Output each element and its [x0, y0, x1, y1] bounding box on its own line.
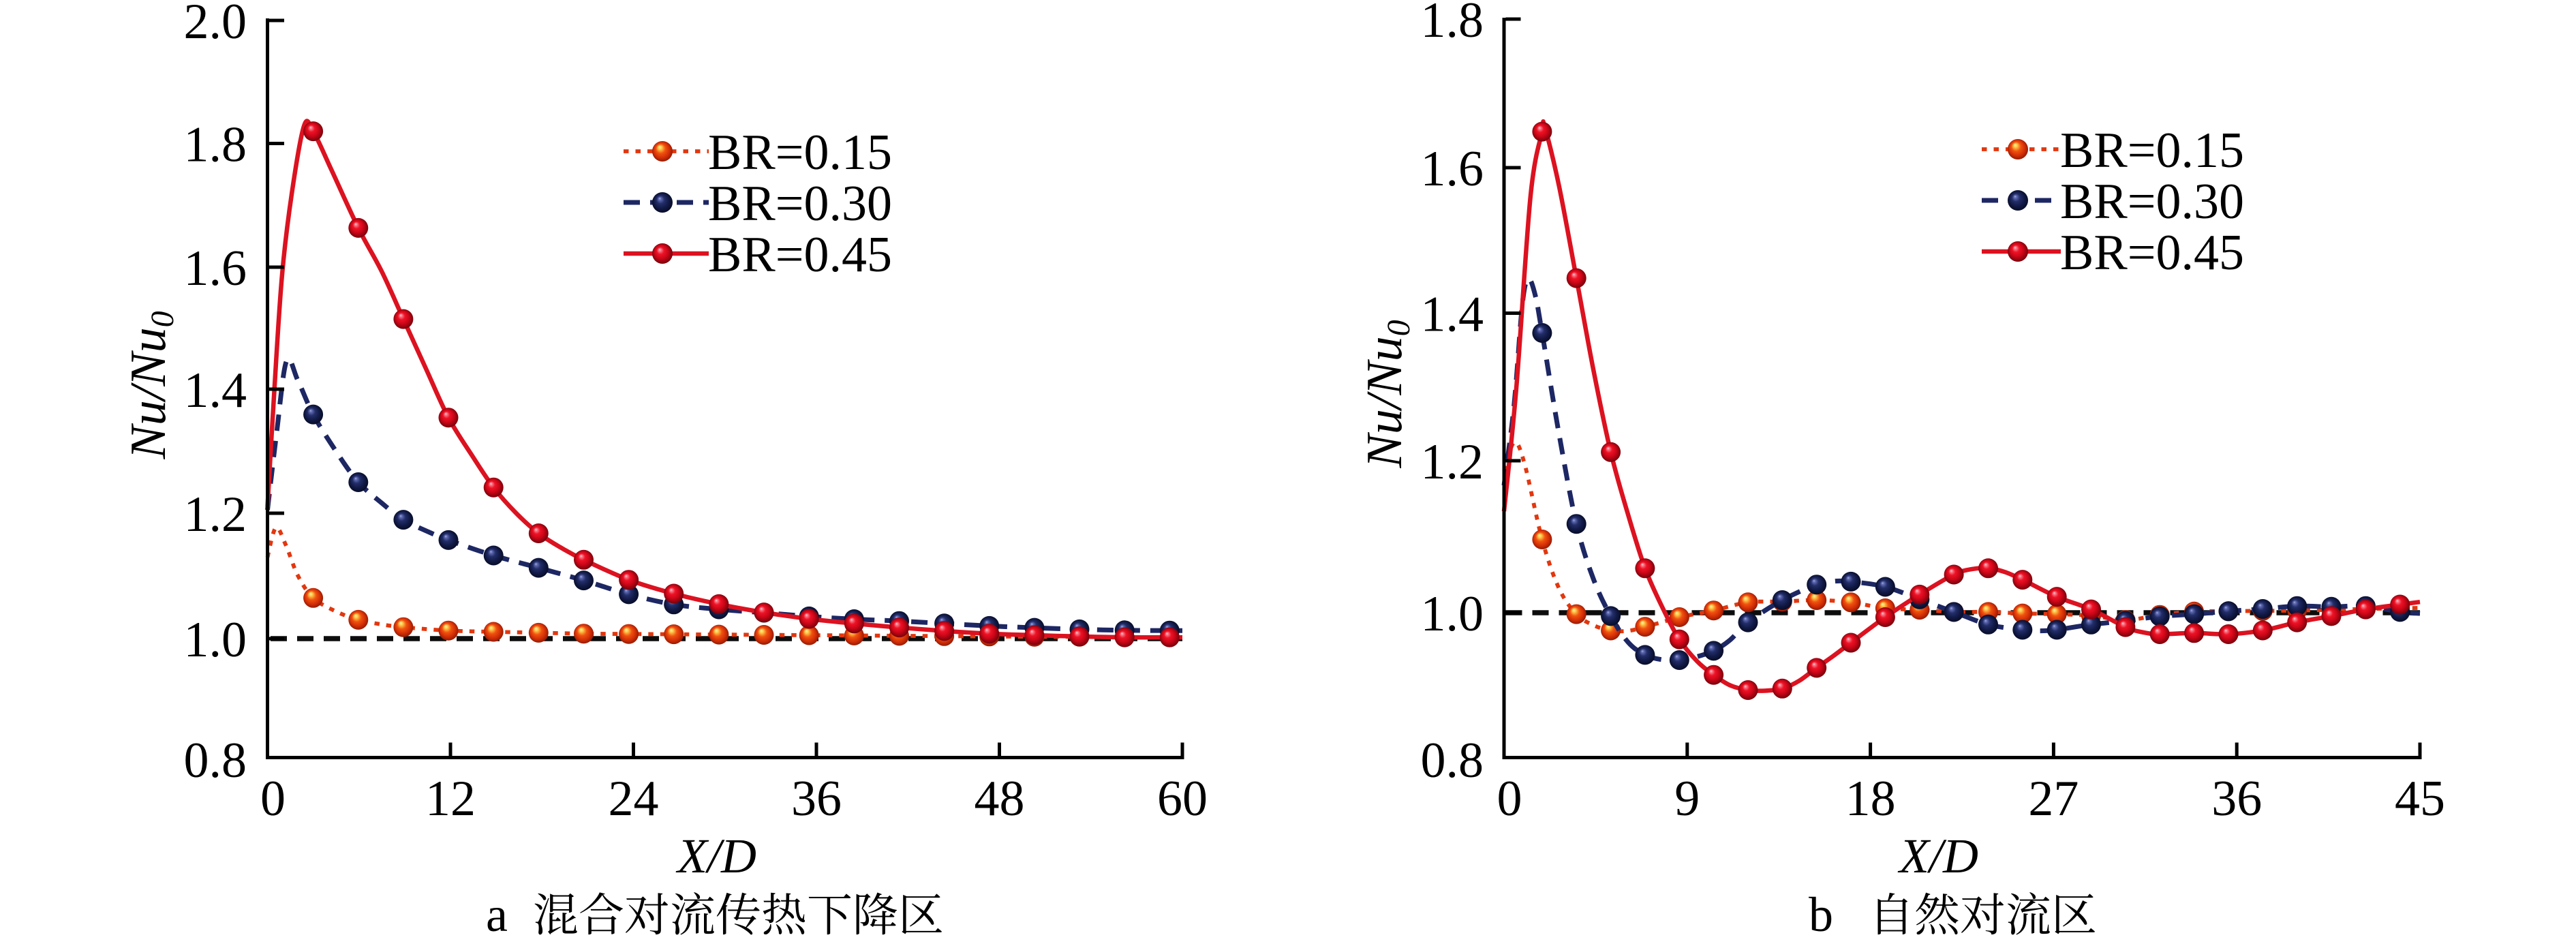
svg-text:BR=0.45: BR=0.45	[708, 227, 892, 283]
svg-text:18: 18	[1845, 771, 1896, 827]
svg-text:2.0: 2.0	[184, 0, 247, 50]
svg-text:0.8: 0.8	[1421, 733, 1484, 789]
svg-text:24: 24	[609, 771, 659, 827]
svg-text:X/D: X/D	[1897, 829, 1978, 883]
svg-text:1.6: 1.6	[1421, 141, 1484, 197]
svg-text:BR=0.30: BR=0.30	[708, 176, 892, 232]
svg-text:X/D: X/D	[675, 829, 756, 883]
svg-text:0: 0	[260, 771, 286, 827]
svg-text:1.8: 1.8	[184, 117, 247, 173]
svg-text:a: a	[486, 887, 508, 942]
svg-text:1.2: 1.2	[1421, 434, 1484, 490]
svg-text:BR=0.45: BR=0.45	[2060, 225, 2244, 281]
svg-text:Nu/Nu0: Nu/Nu0	[1357, 320, 1417, 468]
svg-text:BR=0.15: BR=0.15	[708, 125, 892, 181]
svg-text:36: 36	[791, 771, 842, 827]
svg-text:0: 0	[1497, 771, 1522, 827]
svg-text:1.0: 1.0	[184, 612, 247, 668]
svg-text:60: 60	[1157, 771, 1208, 827]
svg-text:1.6: 1.6	[184, 241, 247, 296]
svg-text:48: 48	[975, 771, 1025, 827]
svg-text:1.8: 1.8	[1421, 0, 1484, 48]
svg-text:Nu/Nu0: Nu/Nu0	[121, 311, 181, 459]
svg-text:36: 36	[2211, 771, 2262, 827]
svg-text:BR=0.15: BR=0.15	[2060, 123, 2244, 179]
svg-text:1.2: 1.2	[184, 487, 247, 543]
svg-text:45: 45	[2395, 771, 2445, 827]
svg-text:BR=0.30: BR=0.30	[2060, 174, 2244, 230]
svg-text:b: b	[1809, 887, 1833, 942]
svg-text:0.8: 0.8	[184, 733, 247, 789]
svg-text:1.4: 1.4	[1421, 287, 1484, 343]
svg-text:1.4: 1.4	[184, 363, 247, 418]
svg-text:9: 9	[1674, 771, 1700, 827]
svg-text:12: 12	[425, 771, 476, 827]
svg-text:27: 27	[2028, 771, 2079, 827]
svg-text:1.0: 1.0	[1421, 586, 1484, 642]
